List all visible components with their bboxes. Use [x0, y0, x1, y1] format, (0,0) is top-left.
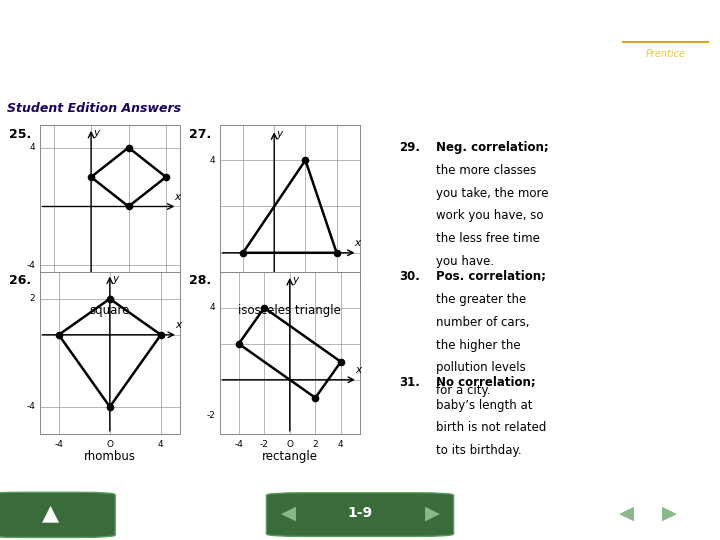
- Text: -4: -4: [27, 402, 35, 411]
- Text: ◀: ◀: [281, 504, 295, 523]
- Text: 1-9: 1-9: [348, 507, 372, 521]
- Text: Prentice: Prentice: [645, 49, 685, 59]
- Text: 25.: 25.: [9, 128, 32, 141]
- Text: PAGE: PAGE: [633, 471, 663, 481]
- Text: ALGEBRA 1  LESSON 1-9: ALGEBRA 1 LESSON 1-9: [9, 58, 140, 69]
- Text: 4: 4: [210, 303, 215, 312]
- Text: 8: 8: [163, 294, 168, 303]
- Text: 27.: 27.: [189, 128, 212, 141]
- Text: -2: -2: [207, 411, 215, 420]
- Text: -2: -2: [260, 440, 269, 449]
- Text: the less free time: the less free time: [436, 232, 539, 245]
- Text: rectangle: rectangle: [262, 450, 318, 463]
- Text: 2: 2: [30, 294, 35, 303]
- Text: pollution levels: pollution levels: [436, 361, 526, 374]
- Text: O: O: [88, 294, 94, 303]
- Text: to its birthday.: to its birthday.: [436, 444, 521, 457]
- Text: number of cars,: number of cars,: [436, 316, 529, 329]
- Text: the more classes: the more classes: [436, 164, 536, 177]
- Text: O: O: [287, 440, 293, 449]
- Text: -4: -4: [234, 440, 243, 449]
- Text: MAIN MENU: MAIN MENU: [16, 471, 85, 481]
- Text: you have.: you have.: [436, 255, 494, 268]
- Text: Hall: Hall: [656, 74, 675, 84]
- Text: isosceles triangle: isosceles triangle: [238, 303, 341, 316]
- Text: LESSON: LESSON: [337, 471, 383, 481]
- Text: -4: -4: [54, 440, 63, 449]
- Text: baby’s length at: baby’s length at: [436, 399, 532, 411]
- FancyBboxPatch shape: [266, 493, 454, 536]
- Text: No correlation;: No correlation;: [436, 376, 536, 389]
- Text: y: y: [112, 274, 118, 284]
- Text: x: x: [354, 238, 360, 248]
- Text: -4: -4: [27, 261, 35, 270]
- Text: rhombus: rhombus: [84, 450, 136, 463]
- Text: ▲: ▲: [42, 503, 59, 523]
- Text: the higher the: the higher the: [436, 339, 521, 352]
- Text: 4: 4: [126, 294, 131, 303]
- FancyBboxPatch shape: [0, 492, 115, 537]
- Text: O: O: [271, 294, 278, 303]
- Text: ◀: ◀: [619, 504, 634, 523]
- Text: you take, the more: you take, the more: [436, 186, 548, 200]
- Text: birth is not related: birth is not related: [436, 421, 546, 434]
- Text: x: x: [175, 320, 181, 330]
- Text: Neg. correlation;: Neg. correlation;: [436, 141, 549, 154]
- Text: 2: 2: [302, 294, 308, 303]
- Text: work you have, so: work you have, so: [436, 210, 543, 222]
- Text: 2: 2: [312, 440, 318, 449]
- Text: x: x: [174, 192, 180, 201]
- Text: y: y: [292, 275, 298, 285]
- Text: PEARSON: PEARSON: [639, 16, 691, 26]
- Text: -4: -4: [49, 294, 58, 303]
- Text: y: y: [93, 128, 99, 138]
- Text: -2: -2: [238, 294, 248, 303]
- Text: O: O: [107, 440, 113, 449]
- Text: 4: 4: [30, 143, 35, 152]
- Text: 31.: 31.: [400, 376, 420, 389]
- Text: ▶: ▶: [425, 504, 439, 523]
- Text: Graphing Data on the Coordinate Plane: Graphing Data on the Coordinate Plane: [9, 11, 441, 30]
- Text: 4: 4: [338, 440, 343, 449]
- Text: y: y: [276, 129, 282, 139]
- Text: 30.: 30.: [400, 271, 420, 284]
- Text: x: x: [355, 365, 361, 375]
- Text: 26.: 26.: [9, 274, 32, 287]
- Text: Pos. correlation;: Pos. correlation;: [436, 271, 546, 284]
- Text: 4: 4: [334, 294, 339, 303]
- Text: 28.: 28.: [189, 274, 212, 287]
- Text: 29.: 29.: [400, 141, 420, 154]
- Text: ▶: ▶: [662, 504, 677, 523]
- Text: for a city.: for a city.: [436, 384, 490, 397]
- Text: the greater the: the greater the: [436, 293, 526, 306]
- Text: 4: 4: [158, 440, 163, 449]
- Text: 4: 4: [210, 156, 215, 165]
- Text: square: square: [89, 303, 130, 316]
- Text: Student Edition Answers: Student Edition Answers: [7, 102, 181, 115]
